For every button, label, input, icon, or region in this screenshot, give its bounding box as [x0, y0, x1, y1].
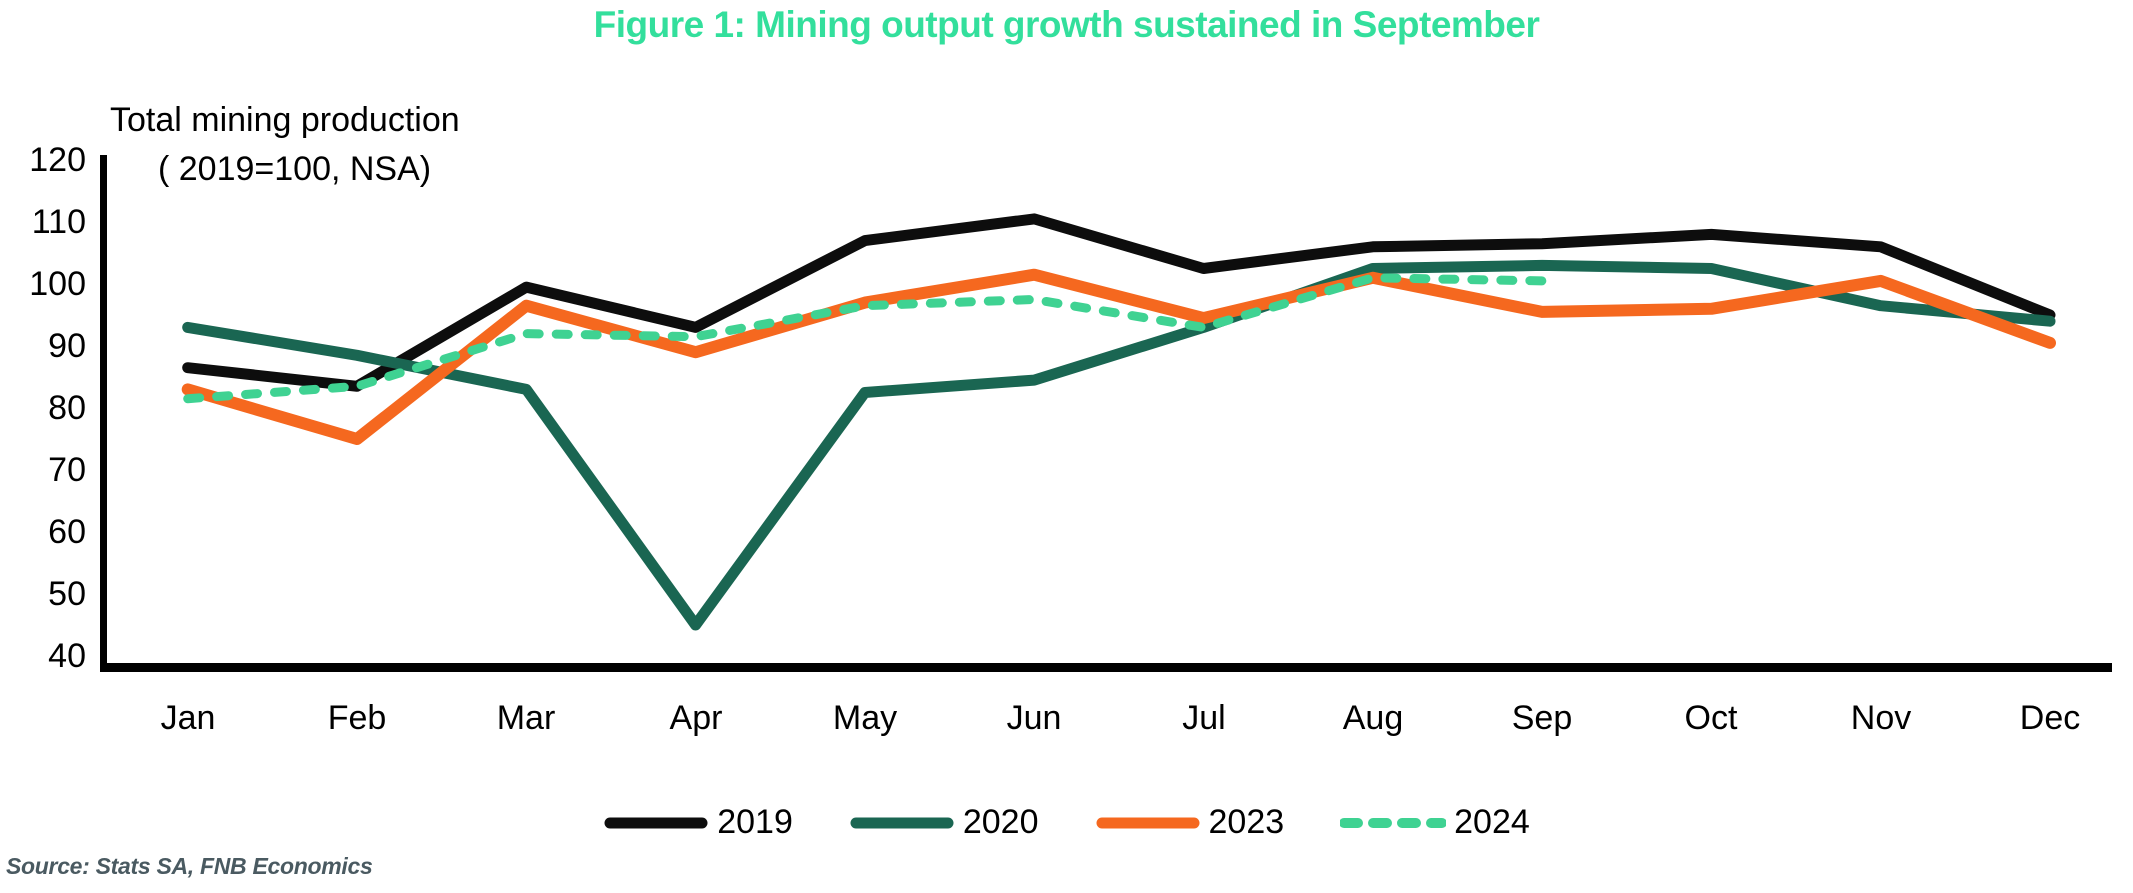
y-tick-label: 100	[29, 265, 86, 303]
legend-item-2024: 2024	[1340, 803, 1530, 842]
y-tick-label: 110	[31, 203, 86, 241]
series-line-2019	[182, 213, 2056, 392]
y-axis-title: Total mining production ( 2019=100, NSA)	[110, 96, 460, 194]
x-tick-label: Dec	[2019, 699, 2081, 737]
x-tick-label: Jun	[1006, 699, 1062, 737]
x-tick-label: Nov	[1850, 699, 1912, 737]
legend-label-2023: 2023	[1208, 803, 1285, 841]
x-tick-label: Apr	[669, 699, 723, 737]
series-line-2024	[183, 273, 1547, 404]
x-tick-label: Sep	[1511, 699, 1573, 737]
series-line-2023	[181, 268, 2056, 445]
legend-label-2024: 2024	[1454, 803, 1530, 841]
legend-swatch-2024	[1340, 817, 1447, 828]
x-tick-label: Feb	[327, 699, 387, 737]
x-tick-label: Jan	[160, 699, 216, 737]
x-tick-label: Jul	[1182, 699, 1226, 737]
legend-label-2020: 2020	[962, 803, 1039, 841]
x-tick-label: Mar	[496, 699, 556, 737]
legend-swatch-2023	[1096, 817, 1199, 828]
legend-item-2023: 2023	[1095, 803, 1285, 842]
source-note: Source: Stats SA, FNB Economics	[6, 853, 373, 879]
y-tick-label: 90	[48, 327, 86, 365]
legend-item-2020: 2020	[849, 803, 1039, 842]
y-axis-title-line1: Total mining production	[110, 101, 460, 139]
y-tick-label: 60	[48, 513, 86, 551]
y-tick-label: 80	[48, 389, 86, 427]
x-axis-line	[100, 663, 2112, 672]
chart-title: Figure 1: Mining output growth sustained…	[593, 4, 1540, 45]
y-axis-title-line2: ( 2019=100, NSA)	[158, 150, 432, 188]
x-tick-label: Aug	[1342, 699, 1404, 737]
y-axis-line	[100, 155, 107, 672]
y-tick-label: 70	[48, 451, 86, 489]
x-tick-label: Oct	[1684, 699, 1738, 737]
y-tick-label: 50	[48, 575, 86, 613]
x-tick-label: May	[832, 699, 898, 737]
chart-legend: 2019 2020 2023 2024	[0, 803, 2133, 842]
legend-label-2019: 2019	[717, 803, 793, 841]
y-tick-label: 120	[29, 141, 86, 179]
legend-item-2019: 2019	[603, 803, 793, 842]
y-tick-label: 40	[48, 637, 86, 675]
series-line-2020	[182, 259, 2056, 631]
legend-swatch-2019	[604, 817, 708, 828]
legend-swatch-2020	[850, 817, 954, 828]
